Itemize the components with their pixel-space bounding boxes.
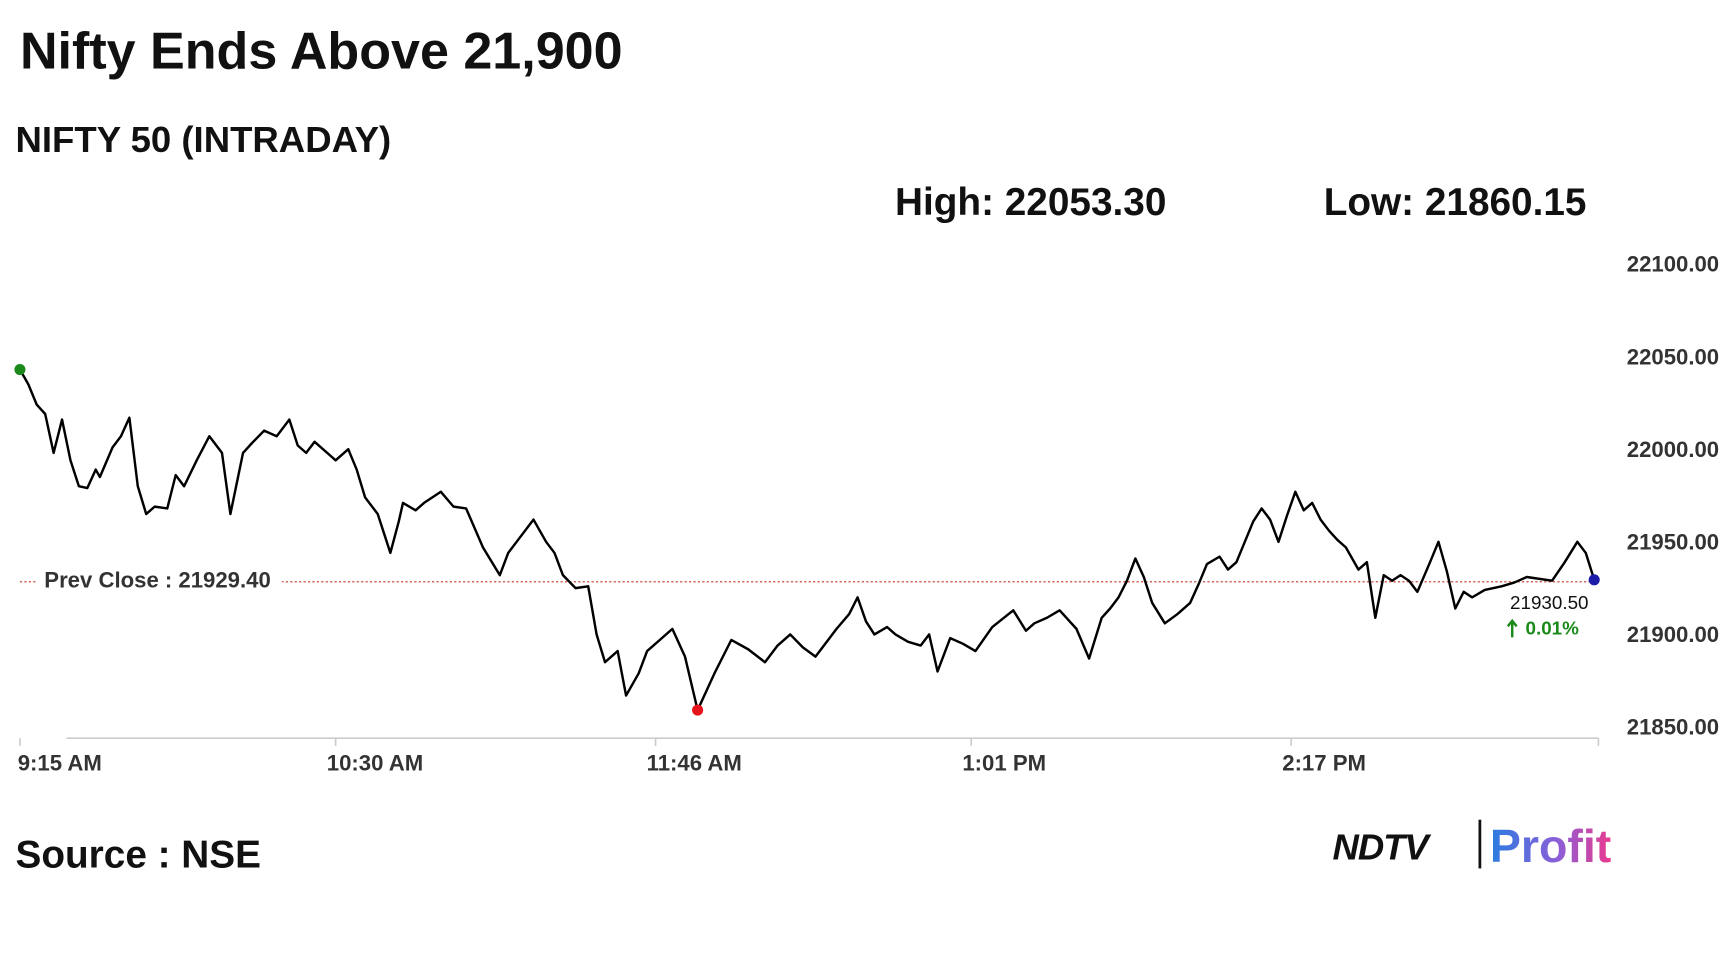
change-label: 0.01%	[1526, 618, 1580, 639]
low-marker	[692, 704, 704, 716]
price-line	[18, 368, 1596, 712]
source: Source : NSE	[16, 833, 261, 876]
y-tick-label: 21900.00	[1627, 622, 1719, 647]
x-tick-label: 10:30 AM	[327, 751, 423, 776]
reference-label: Prev Close : 21929.40	[44, 568, 270, 593]
low-label: Low: 21860.15	[1324, 181, 1587, 224]
y-tick-label: 21950.00	[1627, 530, 1719, 555]
start-marker	[14, 363, 26, 376]
y-tick-label: 21850.00	[1627, 715, 1719, 740]
y-tick-label: 22100.00	[1627, 252, 1719, 277]
x-tick-label: 9:15 AM	[18, 751, 102, 776]
plot: 21850.00 21900.00 21950.00 22000.00 22050.00…	[14, 252, 1719, 776]
x-tick-label: 11:46 AM	[647, 751, 742, 776]
reference-label-bg	[35, 566, 282, 598]
end-marker	[1588, 574, 1600, 586]
chart-subtitle: NIFTY 50 (INTRADAY)	[16, 119, 392, 160]
brand-product: Profit	[1490, 820, 1611, 872]
chart-title: Nifty Ends Above 21,900	[20, 23, 623, 81]
change-arrow	[1506, 618, 1518, 638]
last-value-label: 21930.50	[1510, 592, 1589, 613]
x-tick-label: 2:17 PM	[1282, 751, 1366, 776]
y-tick-label: 22000.00	[1627, 437, 1719, 462]
high-label: High: 22053.30	[895, 181, 1166, 224]
brand: NDTV	[1333, 827, 1432, 868]
y-tick-label: 22050.00	[1627, 344, 1719, 369]
x-tick-label: 1:01 PM	[962, 751, 1046, 776]
